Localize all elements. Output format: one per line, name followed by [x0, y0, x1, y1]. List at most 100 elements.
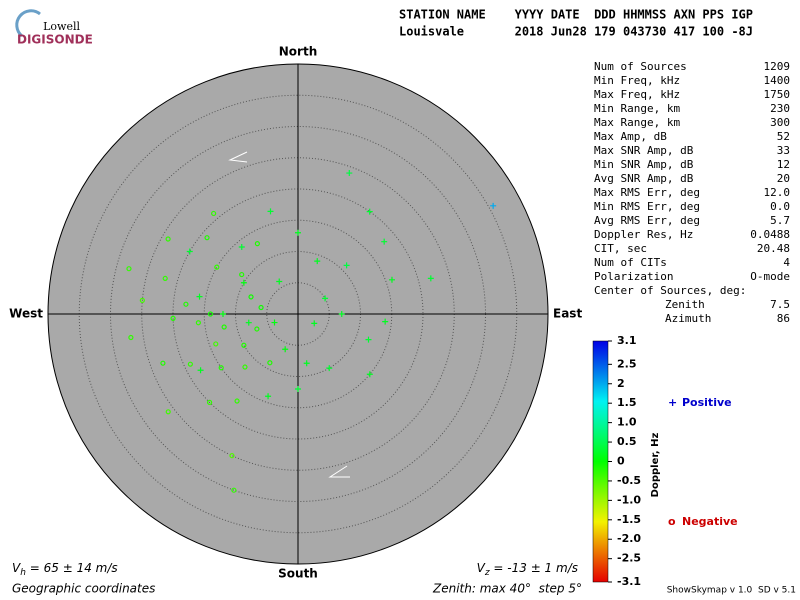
source-positive — [365, 336, 372, 343]
stat-label: Max Range, km — [594, 116, 680, 129]
stat-label: Min SNR Amp, dB — [594, 158, 694, 171]
colorbar-tick-label: -3.1 — [617, 575, 641, 588]
source-positive — [240, 279, 247, 286]
stat-value: 20.48 — [757, 242, 790, 255]
colorbar-tick-label: 2.5 — [617, 357, 637, 370]
source-positive — [388, 276, 395, 283]
stat-label: Avg RMS Err, deg — [594, 214, 700, 227]
stat-value: 1209 — [764, 60, 791, 73]
source-positive — [314, 258, 321, 265]
source-positive — [238, 243, 245, 250]
center-label: Zenith — [665, 298, 705, 311]
colorbar-tick-label: 1.5 — [617, 396, 637, 409]
stat-value: 12.0 — [764, 186, 791, 199]
source-positive — [322, 295, 329, 302]
source-positive — [265, 393, 272, 400]
vz-sub: z — [484, 568, 490, 578]
source-negative — [254, 326, 260, 332]
source-negative — [214, 264, 220, 270]
logo-arc — [15, 9, 41, 38]
header-line: STATION NAME YYYY DATE DDD HHMMSS AXN PP… — [399, 8, 753, 22]
stat-value: 230 — [770, 102, 790, 115]
source-positive — [343, 262, 350, 269]
source-positive — [311, 320, 318, 327]
stat-label: Max SNR Amp, dB — [594, 144, 694, 157]
source-positive — [196, 293, 203, 300]
stat-label: Avg SNR Amp, dB — [594, 172, 694, 185]
stat-label: Min RMS Err, deg — [594, 200, 700, 213]
colorbar-tick-label: -1.5 — [617, 513, 641, 526]
source-negative — [211, 210, 217, 217]
stat-value: O-mode — [750, 270, 790, 283]
stat-label: CIT, sec — [594, 242, 647, 255]
stat-value: 20 — [777, 172, 790, 185]
vh-v: V — [12, 561, 21, 575]
source-negative — [267, 360, 273, 366]
stat-value: 0.0 — [770, 200, 790, 213]
colorbar — [592, 340, 609, 583]
logo-top: Lowell — [43, 20, 80, 33]
colorbar-tick-label: -2.0 — [617, 532, 641, 545]
source-positive — [220, 311, 226, 317]
stat-label: Min Freq, kHz — [594, 74, 680, 87]
source-negative — [187, 361, 193, 367]
legend-symbol: o — [668, 515, 676, 528]
colorbar-tick-label: 3.1 — [617, 334, 637, 347]
source-negative — [207, 399, 213, 405]
coords-note: Geographic coordinates — [12, 582, 155, 596]
vz-v: V — [477, 561, 486, 575]
stat-value: 300 — [770, 116, 790, 129]
source-positive — [490, 202, 497, 209]
source-positive — [366, 371, 373, 378]
vh-val: = 65 ± 14 m/s — [26, 561, 118, 575]
dir-east: East — [553, 307, 582, 321]
colorbar-tick-label: 1.0 — [617, 416, 637, 429]
source-negative — [128, 334, 134, 341]
source-positive — [295, 386, 301, 392]
source-negative — [218, 365, 224, 371]
stat-value: 5.7 — [770, 214, 790, 227]
source-positive — [326, 365, 333, 372]
stat-value: 33 — [777, 144, 790, 157]
legend-symbol: + — [668, 396, 677, 409]
center-value: 86 — [777, 312, 790, 325]
source-positive — [295, 229, 301, 236]
stat-value: 12 — [777, 158, 790, 171]
source-negative — [239, 271, 245, 278]
source-negative — [242, 364, 248, 370]
dir-south: South — [278, 567, 318, 581]
version: ShowSkymap v 1.0 SD v 5.1 — [667, 586, 796, 596]
source-negative — [139, 297, 145, 303]
source-negative — [170, 315, 176, 321]
source-negative — [165, 236, 171, 242]
source-negative — [241, 342, 247, 348]
stat-label: Polarization — [594, 270, 673, 283]
source-negative — [213, 341, 219, 347]
zenith-note: Zenith: max 40° step 5° — [432, 582, 582, 596]
stat-value: 1400 — [764, 74, 791, 87]
stat-label: Max Amp, dB — [594, 130, 667, 143]
source-negative — [221, 324, 227, 330]
legend-label: Positive — [682, 396, 732, 409]
header-line: Louisvale 2018 Jun28 179 043730 417 100 … — [399, 25, 753, 39]
source-negative — [160, 360, 166, 366]
source-negative — [231, 487, 237, 493]
source-negative — [248, 294, 254, 300]
source-negative — [162, 275, 168, 282]
source-positive — [282, 346, 289, 353]
stat-label: Doppler Res, Hz — [594, 228, 693, 241]
source-positive — [186, 248, 193, 255]
stat-label: Max RMS Err, deg — [594, 186, 700, 199]
colorbar-tick-label: 2 — [617, 377, 625, 390]
source-positive — [381, 238, 388, 245]
source-positive — [382, 318, 389, 325]
colorbar-tick-label: 0.5 — [617, 435, 637, 448]
source-positive — [366, 208, 373, 215]
source-positive — [267, 208, 274, 215]
marker — [228, 151, 248, 163]
stat-value: 4 — [783, 256, 790, 269]
center-label: Azimuth — [665, 312, 711, 325]
logo-bottom: DIGISONDE — [17, 33, 93, 47]
